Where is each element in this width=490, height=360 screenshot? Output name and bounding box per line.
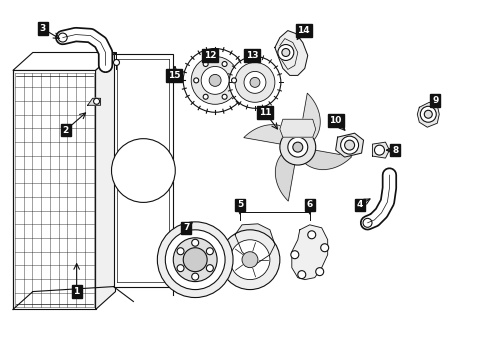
Circle shape <box>209 75 221 86</box>
Circle shape <box>280 129 316 165</box>
Polygon shape <box>96 53 116 310</box>
Circle shape <box>321 244 329 252</box>
Text: 6: 6 <box>307 201 313 210</box>
Text: 11: 11 <box>259 108 271 117</box>
Circle shape <box>177 265 184 272</box>
Polygon shape <box>417 102 439 127</box>
Circle shape <box>344 140 355 150</box>
Circle shape <box>183 248 207 272</box>
Text: 10: 10 <box>329 116 342 125</box>
Circle shape <box>94 98 99 104</box>
Circle shape <box>206 265 213 272</box>
Circle shape <box>173 238 217 282</box>
Circle shape <box>194 78 198 83</box>
Circle shape <box>242 252 258 268</box>
Text: 13: 13 <box>245 51 258 60</box>
Circle shape <box>203 62 208 67</box>
Circle shape <box>222 62 227 67</box>
Circle shape <box>298 271 306 279</box>
Circle shape <box>157 222 233 298</box>
Circle shape <box>229 57 281 108</box>
Text: 14: 14 <box>297 26 310 35</box>
Circle shape <box>114 59 120 66</box>
Text: 2: 2 <box>63 126 69 135</box>
Polygon shape <box>372 142 390 158</box>
Circle shape <box>316 268 324 276</box>
Circle shape <box>206 248 213 255</box>
Text: 9: 9 <box>432 96 439 105</box>
Text: 1: 1 <box>74 287 80 296</box>
Text: 8: 8 <box>392 145 398 154</box>
Circle shape <box>222 94 227 99</box>
Circle shape <box>230 240 270 280</box>
Polygon shape <box>336 133 364 157</box>
Text: 12: 12 <box>204 51 217 60</box>
Polygon shape <box>13 53 116 71</box>
Circle shape <box>420 106 436 122</box>
Text: 15: 15 <box>168 71 180 80</box>
Circle shape <box>308 231 316 239</box>
Text: 4: 4 <box>356 201 363 210</box>
Circle shape <box>363 219 372 227</box>
Polygon shape <box>300 93 320 142</box>
Circle shape <box>244 71 266 93</box>
Polygon shape <box>303 150 352 170</box>
Circle shape <box>203 94 208 99</box>
Text: 7: 7 <box>183 223 190 232</box>
Polygon shape <box>275 152 295 201</box>
Circle shape <box>112 139 175 202</box>
Circle shape <box>341 136 359 154</box>
Circle shape <box>192 273 198 280</box>
Polygon shape <box>292 225 328 280</box>
Circle shape <box>165 230 225 289</box>
Circle shape <box>282 49 290 57</box>
Circle shape <box>424 110 432 118</box>
Circle shape <box>191 57 239 104</box>
Circle shape <box>58 33 67 42</box>
Circle shape <box>288 137 308 157</box>
Text: 3: 3 <box>40 24 46 33</box>
Circle shape <box>201 67 229 94</box>
Circle shape <box>183 49 247 112</box>
Polygon shape <box>114 54 173 287</box>
Text: 5: 5 <box>237 201 243 210</box>
Circle shape <box>374 145 385 155</box>
Circle shape <box>291 251 299 259</box>
Polygon shape <box>280 119 316 137</box>
Circle shape <box>232 78 237 83</box>
Circle shape <box>278 45 294 60</box>
Polygon shape <box>235 224 275 265</box>
Circle shape <box>293 142 303 152</box>
Polygon shape <box>275 31 308 75</box>
Circle shape <box>220 230 280 289</box>
Circle shape <box>250 77 260 87</box>
Circle shape <box>192 239 198 246</box>
Polygon shape <box>244 125 293 144</box>
Circle shape <box>235 62 275 102</box>
Polygon shape <box>88 98 100 105</box>
Circle shape <box>177 248 184 255</box>
